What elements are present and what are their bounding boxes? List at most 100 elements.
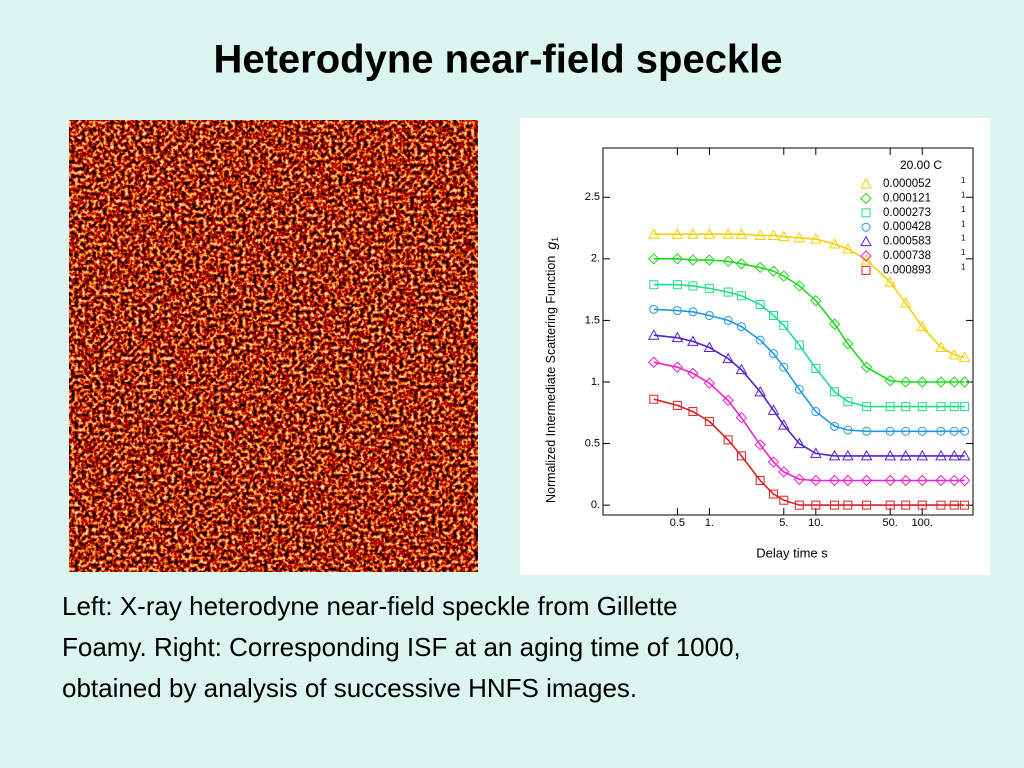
data-point	[830, 387, 840, 397]
data-point	[793, 231, 806, 243]
data-point	[793, 473, 806, 485]
data-point	[862, 500, 872, 510]
data-point	[948, 376, 960, 388]
data-point	[810, 295, 822, 307]
data-point	[672, 306, 682, 316]
data-point	[735, 412, 748, 424]
data-point	[687, 335, 699, 346]
x-tick-label: 10.	[808, 517, 823, 529]
legend-label: 0.000052	[883, 178, 931, 190]
data-point	[948, 348, 961, 360]
data-point	[755, 335, 765, 345]
data-point	[768, 310, 778, 320]
data-point	[767, 404, 780, 415]
data-point	[899, 297, 912, 308]
legend-unit: 1	[961, 219, 966, 228]
data-point	[671, 253, 684, 265]
data-point	[736, 322, 746, 332]
x-axis-label: Delay time s	[756, 545, 828, 560]
y-tick-label: 0.5	[585, 437, 600, 449]
legend-marker	[860, 235, 872, 247]
data-point	[704, 310, 714, 320]
data-point	[754, 229, 767, 240]
legend-marker	[860, 192, 872, 205]
legend-label: 0.000121	[883, 192, 931, 204]
legend-unit: 1	[961, 263, 966, 272]
data-point	[671, 331, 684, 343]
y-axis-label-text: Normalized Intermediate Scattering Funct…	[544, 256, 558, 503]
data-point	[648, 356, 660, 368]
data-point	[916, 320, 929, 332]
data-point	[885, 500, 895, 510]
data-point	[901, 402, 911, 412]
legend-label: 0.000738	[883, 250, 931, 262]
data-point	[842, 242, 854, 254]
data-point	[779, 320, 789, 330]
data-point	[916, 376, 928, 388]
data-point	[735, 363, 748, 375]
data-point	[843, 397, 853, 407]
legend-unit: 1	[961, 234, 966, 243]
x-tick-label: 1.	[705, 517, 714, 529]
data-point	[688, 407, 698, 417]
data-point	[860, 474, 873, 487]
data-point	[671, 228, 684, 239]
data-point	[900, 376, 912, 388]
data-point	[936, 426, 946, 436]
data-point	[842, 474, 854, 487]
data-point	[935, 449, 947, 461]
data-point	[755, 476, 765, 486]
data-point	[704, 416, 714, 426]
data-point	[842, 449, 854, 461]
data-point	[860, 361, 873, 373]
fit-line	[653, 283, 965, 408]
legend-unit: 1	[961, 176, 966, 185]
y-tick-label: 0.	[591, 499, 600, 511]
data-point	[884, 276, 897, 287]
data-point	[935, 474, 947, 487]
data-point	[736, 291, 746, 301]
data-point	[828, 474, 841, 487]
legend-marker	[861, 208, 871, 218]
data-point	[767, 265, 780, 277]
fit-line	[653, 361, 965, 482]
data-point	[809, 233, 822, 244]
data-point	[916, 449, 929, 461]
data-point	[755, 299, 765, 309]
data-point	[754, 261, 766, 274]
fit-line	[653, 398, 965, 506]
data-point	[722, 255, 734, 268]
data-point	[828, 449, 841, 461]
data-point	[843, 500, 853, 510]
data-point	[767, 456, 780, 468]
data-point	[901, 426, 911, 436]
data-point	[703, 341, 716, 353]
y-tick-label: 1.	[591, 376, 600, 388]
data-point	[649, 304, 659, 314]
data-point	[671, 361, 684, 373]
legend-label: 0.000273	[883, 207, 931, 219]
caption-line: Left: X-ray heterodyne near-field speckl…	[62, 591, 678, 621]
data-point	[884, 375, 896, 387]
data-point	[754, 439, 766, 451]
data-point	[828, 238, 841, 249]
data-point	[948, 474, 960, 487]
data-point	[736, 451, 746, 461]
data-point	[779, 495, 789, 505]
data-point	[960, 500, 970, 510]
data-point	[778, 466, 790, 478]
data-point	[703, 377, 716, 389]
data-point	[949, 500, 959, 510]
data-point	[899, 449, 912, 461]
data-point	[687, 367, 699, 380]
legend-marker	[861, 222, 871, 232]
legend-marker	[860, 177, 872, 189]
legend-label: 0.000583	[883, 236, 931, 248]
y-tick-label: 2.	[591, 253, 600, 265]
data-point	[735, 228, 748, 239]
data-point	[768, 489, 778, 499]
x-tick-label: 0.5	[670, 517, 685, 529]
data-point	[935, 376, 947, 388]
data-point	[958, 474, 971, 487]
